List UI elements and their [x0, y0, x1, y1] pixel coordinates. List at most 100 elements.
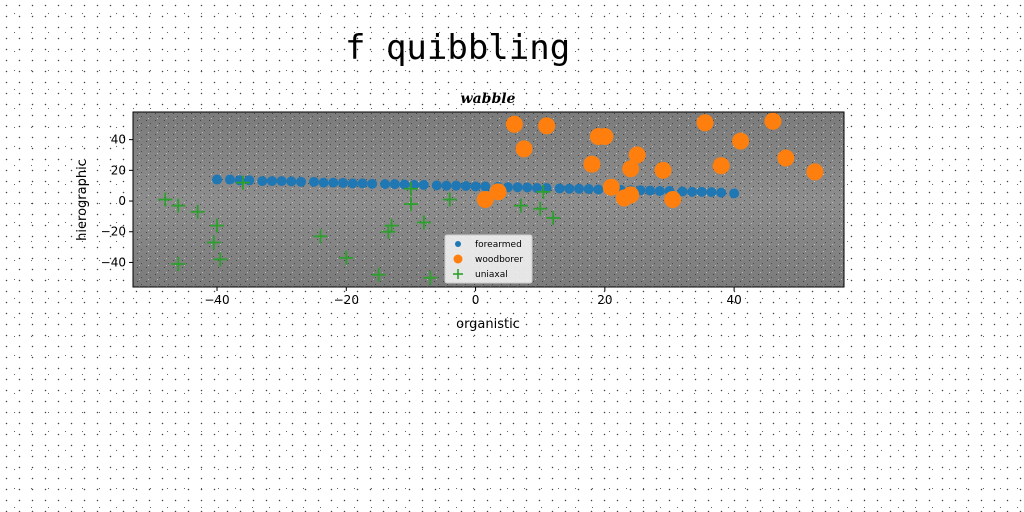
x-tick-label: 40 — [726, 293, 741, 307]
uniaxal-point — [171, 198, 186, 213]
figure-title: f quibbling — [345, 28, 571, 68]
forearmed-point — [593, 184, 604, 195]
forearmed-point — [696, 186, 707, 197]
forearmed-point — [347, 178, 358, 189]
forearmed-point — [318, 177, 329, 188]
woodborer-point — [515, 140, 533, 158]
forearmed-point — [276, 176, 287, 187]
forearmed-point — [480, 181, 491, 192]
legend-box — [444, 234, 533, 284]
legend-marker — [453, 254, 463, 264]
y-tick-label: −40 — [101, 255, 126, 269]
forearmed-point — [451, 180, 462, 191]
forearmed-point — [224, 174, 235, 185]
forearmed-point — [308, 176, 319, 187]
forearmed-point — [244, 175, 255, 186]
woodborer-point — [602, 178, 620, 196]
legend-marker — [453, 269, 463, 279]
forearmed-point — [512, 182, 523, 193]
woodborer-point — [596, 128, 614, 146]
uniaxal-point — [210, 218, 225, 233]
forearmed-point — [573, 183, 584, 194]
legend-label: forearmed — [475, 240, 522, 250]
uniaxal-point — [158, 192, 173, 207]
uniaxal-point — [171, 256, 186, 271]
uniaxal-point — [213, 252, 228, 267]
chart-title: wabble — [461, 91, 516, 107]
legend: forearmed woodborer uniaxal — [444, 234, 533, 284]
uniaxal-point — [546, 210, 561, 225]
y-tick-label: 0 — [118, 194, 126, 208]
forearmed-point — [328, 177, 339, 188]
woodborer-point — [764, 112, 782, 130]
uniaxal-point — [442, 192, 457, 207]
forearmed-point — [399, 179, 410, 190]
uniaxal-point — [423, 270, 438, 285]
forearmed-point — [389, 179, 400, 190]
forearmed-point — [531, 182, 542, 193]
uniaxal-point — [403, 197, 418, 212]
forearmed-point — [418, 179, 429, 190]
woodborer-point — [615, 189, 633, 207]
woodborer-point — [476, 191, 494, 208]
x-tick-label: −40 — [204, 293, 229, 307]
forearmed-point — [338, 177, 349, 188]
plot-frame — [132, 111, 845, 288]
x-tick-label: 20 — [597, 293, 612, 307]
legend-marker — [455, 241, 461, 247]
y-axis-label: hierographic — [75, 159, 90, 241]
forearmed-point — [583, 184, 594, 195]
legend-label: uniaxal — [475, 270, 508, 280]
y-tick-label: 20 — [111, 163, 126, 177]
forearmed-point — [357, 178, 368, 189]
uniaxal-point — [416, 215, 431, 230]
woodborer-point — [622, 160, 640, 178]
woodborer-point — [664, 191, 682, 208]
y-tick-label: −20 — [101, 225, 126, 239]
woodborer-point — [732, 132, 750, 150]
forearmed-point — [441, 180, 452, 191]
x-tick-label: −20 — [334, 293, 359, 307]
forearmed-point — [564, 183, 575, 194]
forearmed-point — [677, 186, 688, 197]
forearmed-point — [380, 179, 391, 190]
forearmed-point — [716, 187, 727, 198]
uniaxal-point — [206, 235, 221, 250]
uniaxal-point — [533, 201, 548, 216]
forearmed-point — [706, 187, 717, 198]
x-tick-label: 0 — [472, 293, 480, 307]
woodborer-point — [489, 183, 507, 201]
forearmed-point — [266, 176, 277, 187]
forearmed-point — [296, 176, 307, 187]
legend-label: woodborer — [475, 255, 523, 265]
forearmed-point — [729, 188, 740, 199]
forearmed-point — [286, 176, 297, 187]
forearmed-point — [654, 186, 665, 197]
x-axis-label: organistic — [456, 317, 520, 332]
forearmed-point — [522, 182, 533, 193]
forearmed-point — [687, 186, 698, 197]
woodborer-point — [538, 117, 556, 135]
uniaxal-point — [536, 184, 551, 199]
uniaxal-point — [384, 218, 399, 233]
uniaxal-point — [513, 198, 528, 213]
woodborer-point — [654, 161, 672, 179]
forearmed-point — [257, 176, 268, 187]
woodborer-point — [696, 114, 714, 132]
woodborer-point — [583, 155, 601, 173]
uniaxal-point — [403, 181, 418, 196]
woodborer-point — [806, 163, 824, 181]
uniaxal-point — [190, 204, 205, 219]
woodborer-point — [505, 115, 523, 133]
uniaxal-point — [339, 250, 354, 265]
forearmed-point — [645, 185, 656, 196]
forearmed-point — [470, 181, 481, 192]
uniaxal-point — [381, 224, 396, 239]
uniaxal-point — [235, 175, 250, 190]
uniaxal-point — [371, 267, 386, 282]
forearmed-point — [431, 180, 442, 191]
forearmed-point — [367, 178, 378, 189]
forearmed-point — [554, 183, 565, 194]
forearmed-point — [460, 180, 471, 191]
